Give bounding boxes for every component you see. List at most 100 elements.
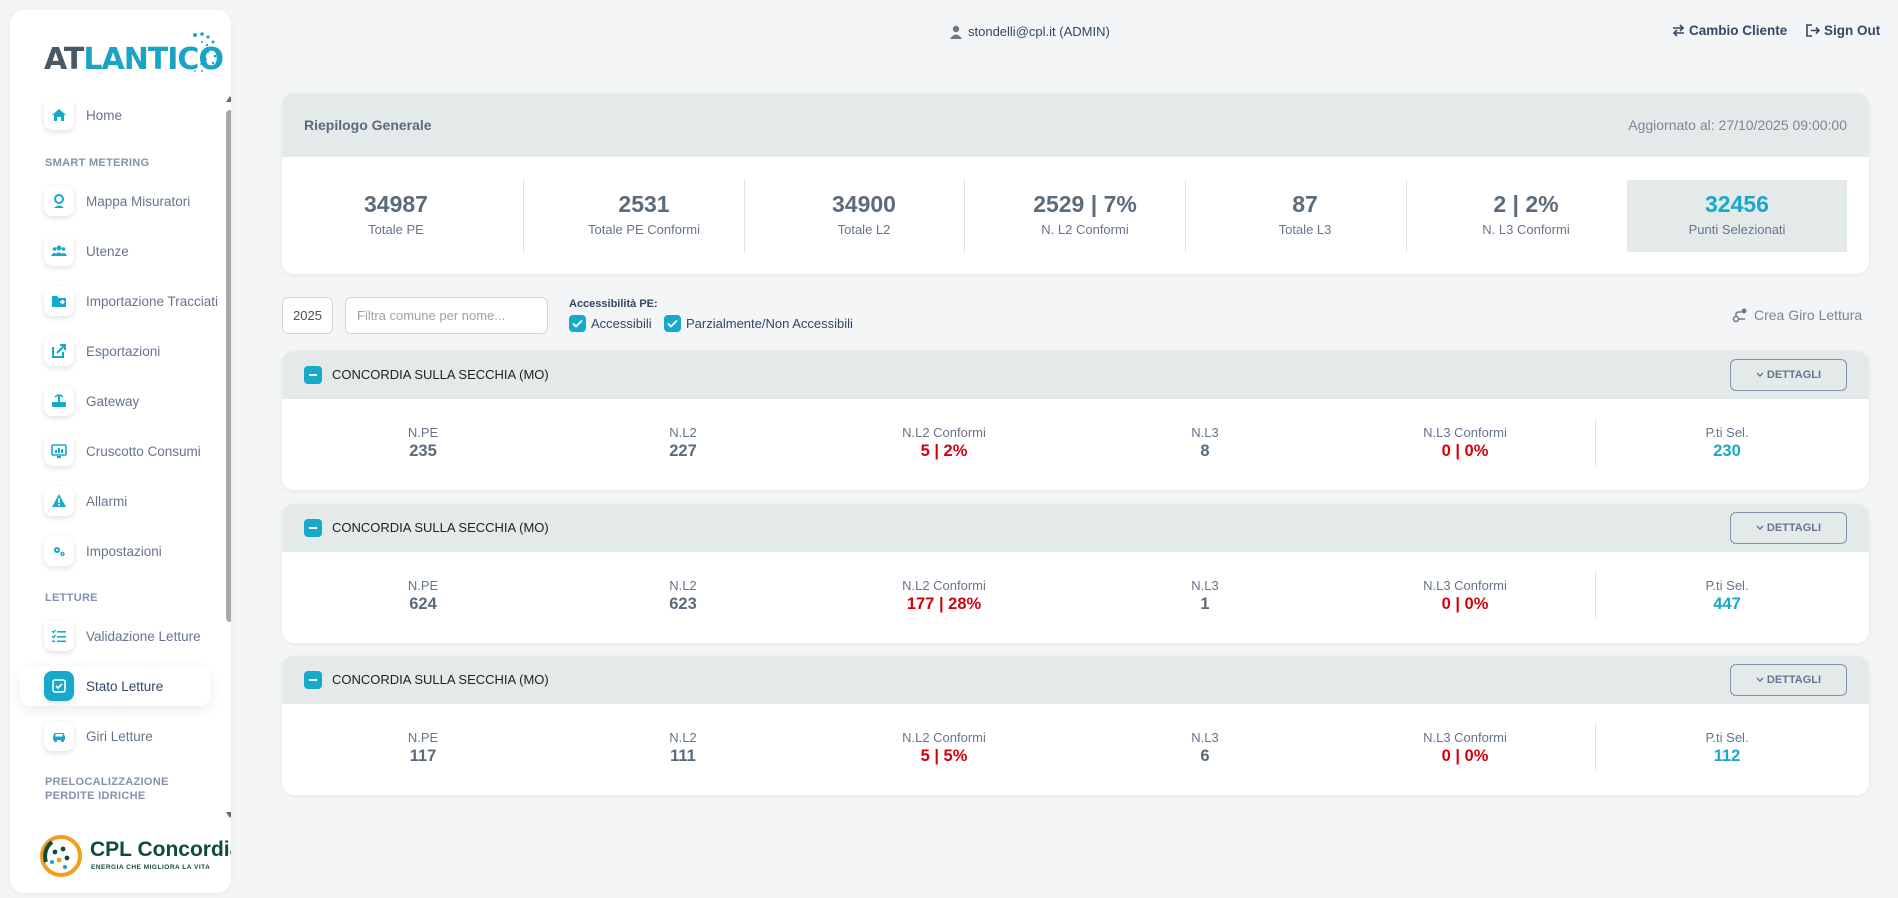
dettagli-label: DETTAGLI bbox=[1766, 674, 1822, 686]
accessibilita-title: Accessibilità PE: bbox=[569, 298, 658, 310]
card-stat-nl3-conformi: N.L3 Conformi 0 | 0% bbox=[1365, 425, 1565, 461]
card-stat-punti-sel: P.ti Sel. 112 bbox=[1627, 730, 1827, 766]
sidebar-item-impostazioni[interactable]: Impostazioni bbox=[34, 531, 210, 571]
alarm-icon bbox=[44, 486, 74, 516]
card-stat-value: 111 bbox=[670, 747, 696, 765]
stat-divider bbox=[523, 180, 524, 252]
scroll-thumb[interactable] bbox=[226, 110, 231, 622]
stat-value: 2531 bbox=[618, 191, 670, 217]
stat-punti-selezionati: 32456 Punti Selezionati bbox=[1627, 180, 1847, 252]
users-icon bbox=[44, 236, 74, 266]
sidebar-item-esportazioni[interactable]: Esportazioni bbox=[34, 331, 210, 371]
card-stat-value: 5 | 5% bbox=[920, 747, 968, 765]
card-stat-nl3-conformi: N.L3 Conformi 0 | 0% bbox=[1365, 578, 1565, 614]
comune-name: CONCORDIA SULLA SECCHIA (MO) bbox=[332, 672, 549, 687]
card-stat-nl2-conformi: N.L2 Conformi 5 | 2% bbox=[844, 425, 1044, 461]
sidebar-item-cruscotto-consumi[interactable]: Cruscotto Consumi bbox=[34, 431, 210, 471]
stat-n-l2-conformi: 2529 | 7% N. L2 Conformi bbox=[975, 180, 1195, 252]
card-stat-value: 117 bbox=[409, 747, 437, 765]
card-stat-nl3: N.L3 6 bbox=[1105, 730, 1305, 766]
sidebar-item-utenze[interactable]: Utenze bbox=[34, 231, 210, 271]
sidebar-item-mappa-misuratori[interactable]: Mappa Misuratori bbox=[34, 181, 210, 221]
card-stat-value: 230 bbox=[1713, 442, 1741, 460]
card-stat-punti-sel: P.ti Sel. 230 bbox=[1627, 425, 1827, 461]
card-stat-value: 624 bbox=[409, 595, 437, 613]
dettagli-button[interactable]: DETTAGLI bbox=[1730, 359, 1847, 391]
sidebar-item-giri-letture[interactable]: Giri Letture bbox=[34, 716, 210, 756]
section-smart-metering: SMART METERING bbox=[45, 157, 150, 169]
sign-out-button[interactable]: Sign Out bbox=[1806, 23, 1880, 38]
sidebar-item-label: Allarmi bbox=[86, 493, 128, 509]
settings-icon bbox=[44, 536, 74, 566]
checkbox-label: Parzialmente/Non Accessibili bbox=[686, 316, 853, 331]
collapse-icon[interactable] bbox=[304, 671, 322, 689]
scroll-up-icon[interactable] bbox=[226, 96, 231, 102]
stat-label: Totale L2 bbox=[837, 222, 891, 237]
card-divider bbox=[1595, 724, 1596, 771]
cambio-cliente-button[interactable]: Cambio Cliente bbox=[1672, 23, 1787, 38]
stat-totale-l2: 34900 Totale L2 bbox=[754, 180, 974, 252]
comune-name: CONCORDIA SULLA SECCHIA (MO) bbox=[332, 520, 549, 535]
card-stat-label: N.L2 Conformi bbox=[902, 578, 986, 593]
card-stat-value: 235 bbox=[409, 442, 437, 460]
collapse-icon[interactable] bbox=[304, 366, 322, 384]
sidebar-item-stato-letture[interactable]: Stato Letture bbox=[20, 666, 210, 706]
stat-label: Totale PE bbox=[368, 222, 424, 237]
map-pin-icon bbox=[44, 186, 74, 216]
dettagli-label: DETTAGLI bbox=[1766, 369, 1822, 381]
logo-text-b: LANTICO bbox=[83, 42, 224, 77]
comune-card-header: CONCORDIA SULLA SECCHIA (MO) DETTAGLI bbox=[282, 351, 1869, 399]
sidebar-item-importazione-tracciati[interactable]: Importazione Tracciati bbox=[34, 281, 218, 321]
user-icon bbox=[950, 25, 962, 39]
dettagli-button[interactable]: DETTAGLI bbox=[1730, 512, 1847, 544]
card-stat-value: 177 | 28% bbox=[906, 595, 982, 613]
card-stat-label: N.L2 bbox=[669, 730, 697, 745]
comune-search-input[interactable] bbox=[345, 297, 548, 334]
crea-giro-lettura-button[interactable]: Crea Giro Lettura bbox=[1732, 307, 1862, 323]
sidebar-item-validazione-letture[interactable]: Validazione Letture bbox=[34, 616, 210, 656]
stat-value: 34900 bbox=[832, 191, 896, 217]
scroll-down-icon[interactable] bbox=[226, 812, 231, 818]
stat-value: 32456 bbox=[1705, 191, 1769, 217]
cpl-emblem-icon bbox=[40, 835, 82, 877]
stat-divider bbox=[744, 180, 745, 252]
stat-divider bbox=[1406, 180, 1407, 252]
sidebar-item-gateway[interactable]: Gateway bbox=[34, 381, 210, 421]
card-stat-nl3: N.L3 1 bbox=[1105, 578, 1305, 614]
gateway-icon bbox=[44, 386, 74, 416]
stat-label: Punti Selezionati bbox=[1688, 222, 1786, 237]
stat-value: 34987 bbox=[364, 191, 428, 217]
card-stat-label: P.ti Sel. bbox=[1705, 578, 1749, 593]
card-stat-label: N.L2 bbox=[669, 578, 697, 593]
dettagli-button[interactable]: DETTAGLI bbox=[1730, 664, 1847, 696]
atlantico-logo[interactable]: ATLANTICO bbox=[32, 24, 224, 84]
card-stat-label: N.L3 Conformi bbox=[1423, 730, 1507, 745]
sidebar-scrollbar[interactable] bbox=[226, 96, 231, 818]
card-stat-punti-sel: P.ti Sel. 447 bbox=[1627, 578, 1827, 614]
stat-label: N. L2 Conformi bbox=[1041, 222, 1129, 237]
comune-card: CONCORDIA SULLA SECCHIA (MO) DETTAGLI N.… bbox=[282, 504, 1869, 643]
stat-divider bbox=[964, 180, 965, 252]
sidebar-item-label: Impostazioni bbox=[86, 543, 162, 559]
checkbox-accessibili[interactable]: Accessibili bbox=[569, 315, 652, 332]
sidebar-item-label: Esportazioni bbox=[86, 343, 161, 359]
riepilogo-header: Riepilogo Generale Aggiornato al: 27/10/… bbox=[282, 93, 1869, 157]
sidebar-item-label: Stato Letture bbox=[86, 678, 164, 694]
home-icon bbox=[44, 100, 74, 130]
export-icon bbox=[44, 336, 74, 366]
sidebar-item-home[interactable]: Home bbox=[34, 95, 210, 135]
comune-card: CONCORDIA SULLA SECCHIA (MO) DETTAGLI N.… bbox=[282, 656, 1869, 795]
sidebar-item-label: Mappa Misuratori bbox=[86, 193, 191, 209]
card-stat-nl3-conformi: N.L3 Conformi 0 | 0% bbox=[1365, 730, 1565, 766]
sidebar-item-label: Validazione Letture bbox=[86, 628, 201, 644]
year-select[interactable]: 2025 bbox=[282, 297, 333, 334]
logo-text: ATLANTICO bbox=[44, 42, 224, 77]
sidebar-item-allarmi[interactable]: Allarmi bbox=[34, 481, 210, 521]
card-stat-label: P.ti Sel. bbox=[1705, 425, 1749, 440]
collapse-icon[interactable] bbox=[304, 519, 322, 537]
check-square-icon bbox=[44, 671, 74, 701]
checkbox-parzialmente-non-accessibili[interactable]: Parzialmente/Non Accessibili bbox=[664, 315, 853, 332]
card-stat-value: 6 bbox=[1200, 747, 1210, 765]
card-stat-nl2: N.L2 227 bbox=[583, 425, 783, 461]
card-stat-nl2: N.L2 111 bbox=[583, 730, 783, 766]
